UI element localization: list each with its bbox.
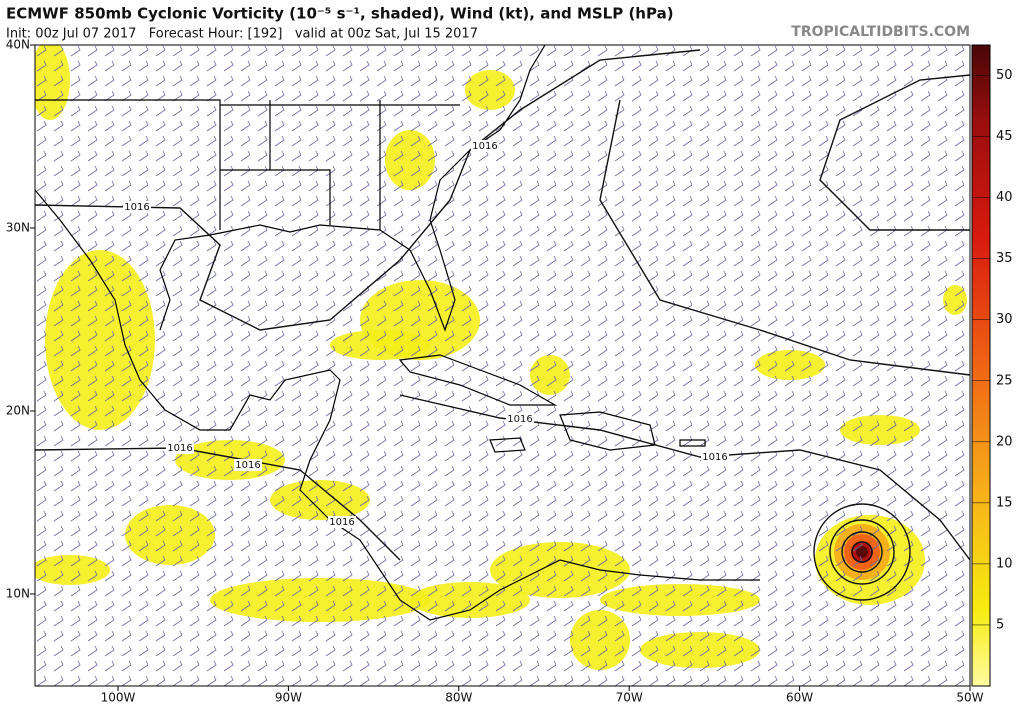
map-frame [34, 44, 971, 687]
subtitle: Init: 00z Jul 07 2017 Forecast Hour: [19… [6, 27, 478, 42]
isobar-label-bg [328, 516, 356, 528]
colorbar [971, 44, 991, 687]
lon-label: 50W [956, 691, 983, 705]
colorbar-label: 15 [996, 495, 1013, 510]
colorbar-label: 45 [996, 129, 1013, 144]
colorbar-label: 30 [996, 312, 1013, 327]
isobar-label: 1016 [124, 202, 149, 213]
colorbar-label: 20 [996, 434, 1013, 449]
isobar-label-bg [471, 140, 499, 152]
lon-label: 90W [275, 691, 302, 705]
lon-label: 80W [445, 691, 472, 705]
coastlines [35, 45, 760, 621]
colorbar-label: 50 [996, 68, 1013, 83]
lat-label: 20N [6, 404, 30, 418]
colorbar-label: 10 [996, 556, 1013, 571]
isobar-label-bg [166, 442, 194, 454]
isobar-label-bg [506, 413, 534, 425]
isobar-label: 1016 [235, 460, 260, 471]
isobar-label: 1016 [702, 452, 727, 463]
lon-label: 70W [616, 691, 643, 705]
map: 1016 1016 1016 1016 1016 1016 1016 [35, 45, 970, 686]
isobar-label: 1016 [329, 517, 354, 528]
title: ECMWF 850mb Cyclonic Vorticity (10⁻⁵ s⁻¹… [6, 5, 674, 23]
lon-label: 60W [786, 691, 813, 705]
lat-label: 30N [6, 221, 30, 235]
colorbar-label: 5 [996, 617, 1004, 632]
colorbar-label: 35 [996, 251, 1013, 266]
colorbar-label: 25 [996, 373, 1013, 388]
lon-label: 100W [101, 691, 136, 705]
isobar-label: 1016 [507, 414, 532, 425]
isobar-label: 1016 [167, 443, 192, 454]
isobar-label-bg [234, 459, 262, 471]
lat-label: 40N [6, 38, 30, 52]
isobar-label: 1016 [472, 141, 497, 152]
site-credit: TROPICALTIDBITS.COM [791, 24, 970, 40]
wind-barbs [35, 45, 970, 686]
isobar-label-bg [123, 201, 151, 213]
isobar-label-bg [701, 451, 729, 463]
colorbar-label: 40 [996, 190, 1013, 205]
lat-label: 10N [6, 587, 30, 601]
